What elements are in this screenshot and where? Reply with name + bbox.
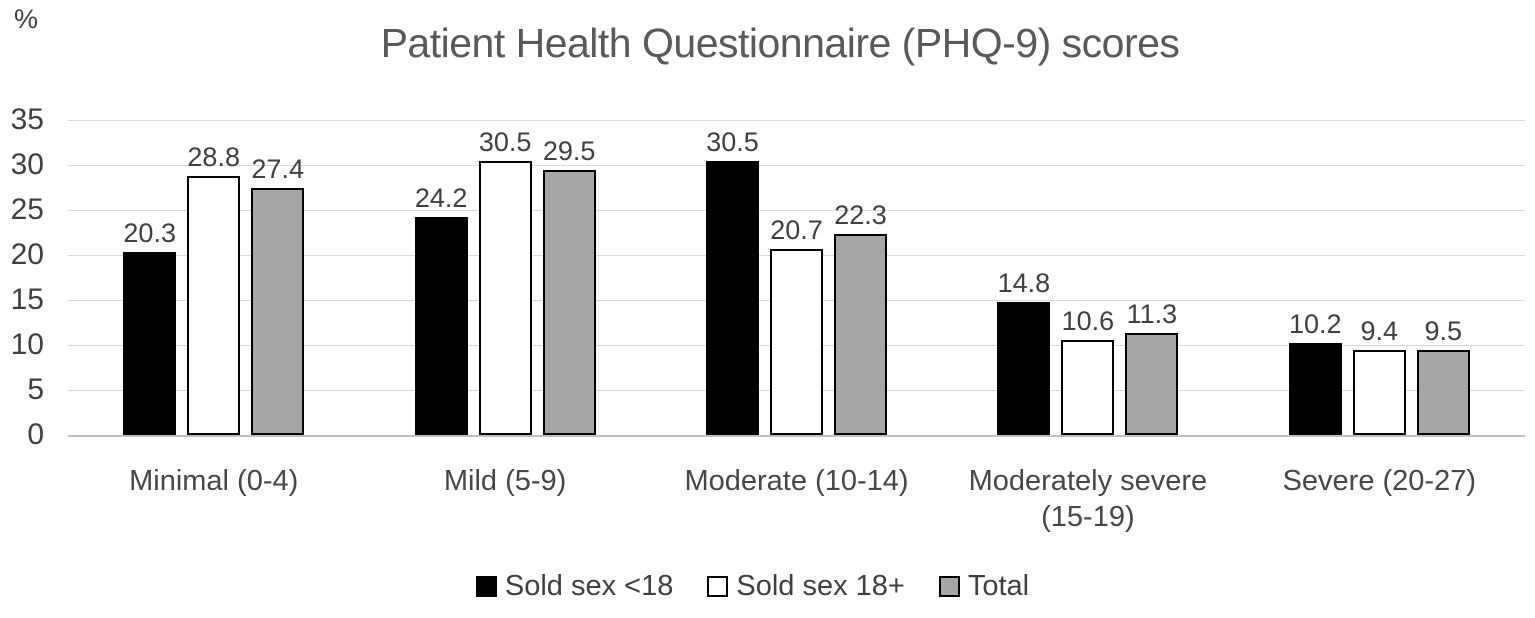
bar-total-4 xyxy=(1125,333,1179,435)
legend-label: Total xyxy=(967,570,1030,602)
gridline xyxy=(68,210,1525,211)
bar-sold-sex-18-2 xyxy=(414,217,468,435)
x-category-label: Moderately severe (15-19) xyxy=(968,465,1208,533)
bar-sold-sex-18-4 xyxy=(997,301,1051,435)
bar-value-label: 14.8 xyxy=(997,267,1051,298)
bar-value-label: 9.4 xyxy=(1360,316,1399,347)
x-category-label: Moderate (10-14) xyxy=(684,465,909,497)
bar-sold-sex-18-2 xyxy=(478,160,532,435)
bar-sold-sex-18-3 xyxy=(770,248,823,435)
bar-sold-sex-18-1 xyxy=(187,175,241,435)
bar-sold-sex-18-5 xyxy=(1352,350,1406,435)
chart-title: Patient Health Questionnaire (PHQ-9) sco… xyxy=(380,20,1180,66)
legend-label: Sold sex 18+ xyxy=(736,570,905,602)
bar-value-label: 29.5 xyxy=(542,135,596,166)
y-tick-label: 10 xyxy=(10,328,44,361)
x-category-label: Mild (5-9) xyxy=(443,465,567,497)
y-tick-label: 35 xyxy=(10,103,44,136)
bar-total-2 xyxy=(542,169,596,435)
bar-value-label: 9.5 xyxy=(1424,315,1463,346)
gridline xyxy=(68,165,1525,166)
x-category-label: Minimal (0-4) xyxy=(129,465,299,497)
bar-value-label: 10.2 xyxy=(1289,309,1342,340)
bar-sold-sex-18-1 xyxy=(123,252,177,435)
gridline xyxy=(68,120,1525,121)
legend-swatch-icon xyxy=(938,576,960,597)
bar-sold-sex-18-3 xyxy=(706,160,759,435)
bar-total-1 xyxy=(251,188,305,435)
y-axis-unit-label: % xyxy=(14,4,39,34)
bar-value-label: 20.7 xyxy=(770,214,823,245)
legend-item: Sold sex <18 xyxy=(475,570,674,603)
y-tick-label: 5 xyxy=(27,373,44,406)
y-tick-label: 0 xyxy=(27,418,44,451)
bar-total-3 xyxy=(834,234,887,435)
y-tick-label: 30 xyxy=(10,148,44,181)
legend-swatch-icon xyxy=(707,576,729,597)
bar-value-label: 28.8 xyxy=(187,141,240,172)
bar-value-label: 10.6 xyxy=(1061,305,1115,336)
legend-item: Sold sex 18+ xyxy=(707,570,905,603)
bar-total-5 xyxy=(1416,349,1470,435)
bar-value-label: 20.3 xyxy=(123,218,176,249)
bar-value-label: 30.5 xyxy=(706,126,759,157)
x-axis-line xyxy=(68,435,1525,437)
y-tick-label: 15 xyxy=(10,283,44,316)
y-tick-label: 20 xyxy=(10,238,44,271)
legend-label: Sold sex <18 xyxy=(504,570,674,602)
bar-sold-sex-18-5 xyxy=(1288,343,1342,435)
bar-value-label: 22.3 xyxy=(834,200,887,231)
bar-value-label: 24.2 xyxy=(414,183,468,214)
bar-sold-sex-18-4 xyxy=(1061,339,1115,435)
y-tick-label: 25 xyxy=(10,193,44,226)
bar-value-label: 30.5 xyxy=(478,126,532,157)
bar-value-label: 11.3 xyxy=(1126,299,1178,330)
bar-value-label: 27.4 xyxy=(251,154,304,185)
legend-item: Total xyxy=(938,570,1030,603)
legend: Sold sex <18 Sold sex 18+ Total xyxy=(0,570,1505,603)
legend-swatch-icon xyxy=(475,576,497,597)
x-category-label: Severe (20-27) xyxy=(1282,465,1477,497)
